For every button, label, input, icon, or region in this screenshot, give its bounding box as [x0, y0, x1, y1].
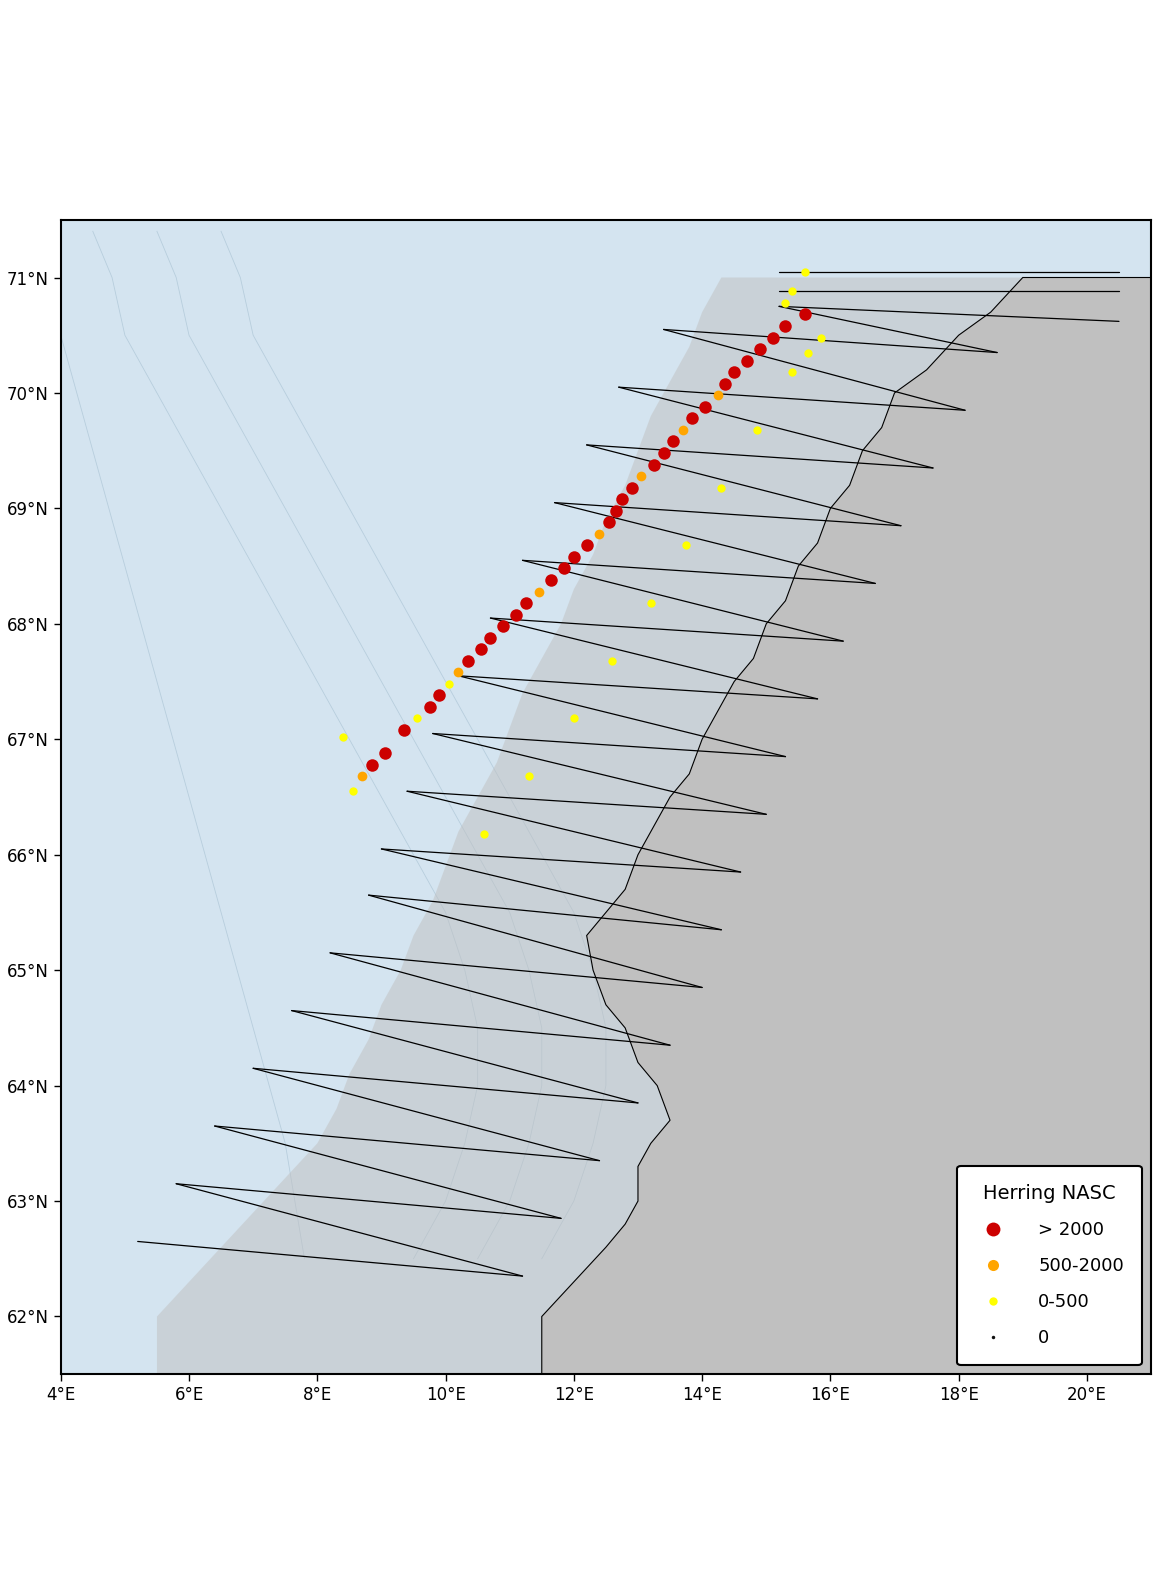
- Polygon shape: [542, 277, 1151, 1374]
- Legend: > 2000, 500-2000, 0-500, 0: > 2000, 500-2000, 0-500, 0: [957, 1165, 1142, 1364]
- Polygon shape: [157, 277, 1151, 1374]
